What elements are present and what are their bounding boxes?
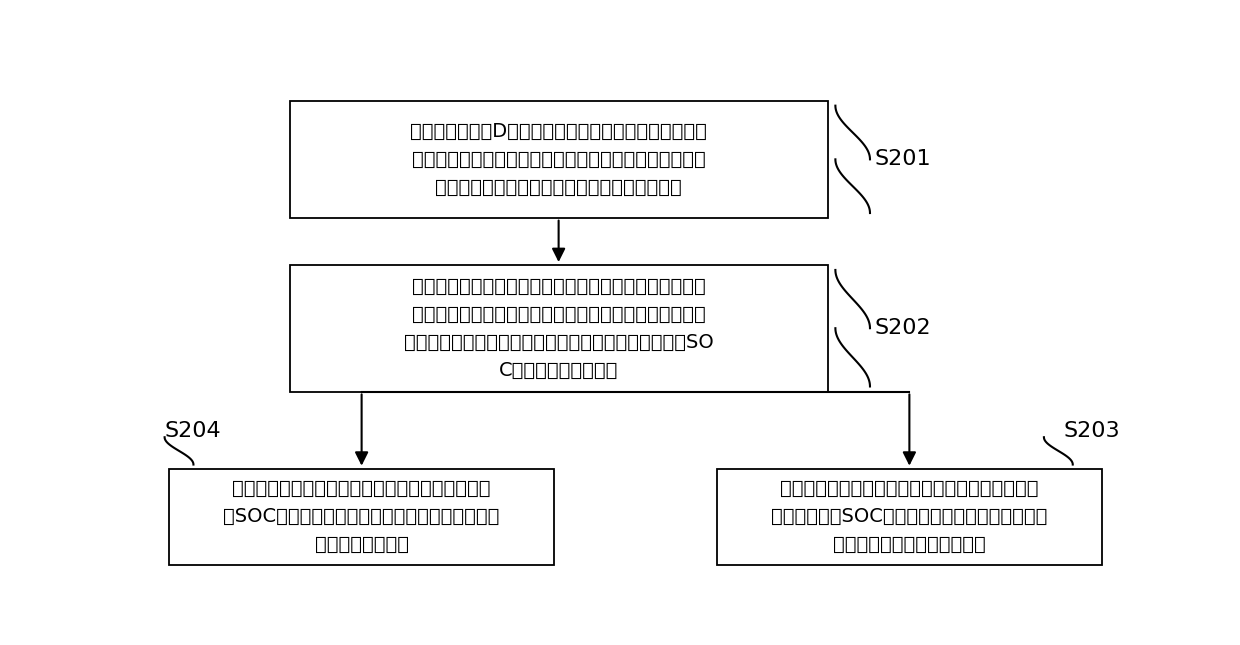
Bar <box>289 101 828 218</box>
Text: 如果动力电池的当前电量大于第一电量阀值，动力电池的
放电功率大于第一功率阀值，则进一步判断当前电量是否
大于或等于第二电量阀值，且当前电量是否大于或等于SO
C: 如果动力电池的当前电量大于第一电量阀值，动力电池的 放电功率大于第一功率阀值，则… <box>404 277 713 380</box>
Text: S202: S202 <box>874 318 931 338</box>
Text: 如果当前档位为D挡且当前行驶模式为混合经济行驶模式
，则进一步判断动力电池的当前电量是否大于第一电量阀
值，动力电池的放电功率是否大于第一功率阀值: 如果当前档位为D挡且当前行驶模式为混合经济行驶模式 ，则进一步判断动力电池的当前… <box>410 122 707 197</box>
Text: 如果当前电量大于或等于第二电量阀值，且当前电
量大于或等于SOC目标点与预设值之差，则判断混
合动力汽车进入滑行启停区间: 如果当前电量大于或等于第二电量阀值，且当前电 量大于或等于SOC目标点与预设值之… <box>771 479 1048 555</box>
Text: S201: S201 <box>874 150 931 170</box>
Bar <box>289 265 828 392</box>
Bar <box>170 468 554 566</box>
Bar <box>717 468 1101 566</box>
Text: S203: S203 <box>1063 421 1120 441</box>
Text: 如果当前电量小于第二电量阀值，或者当前电量小
于SOC目标点与预设值之差，则判断混合动力汽车
进入车速启停区间: 如果当前电量小于第二电量阀值，或者当前电量小 于SOC目标点与预设值之差，则判断… <box>223 479 500 555</box>
Text: S204: S204 <box>165 421 221 441</box>
